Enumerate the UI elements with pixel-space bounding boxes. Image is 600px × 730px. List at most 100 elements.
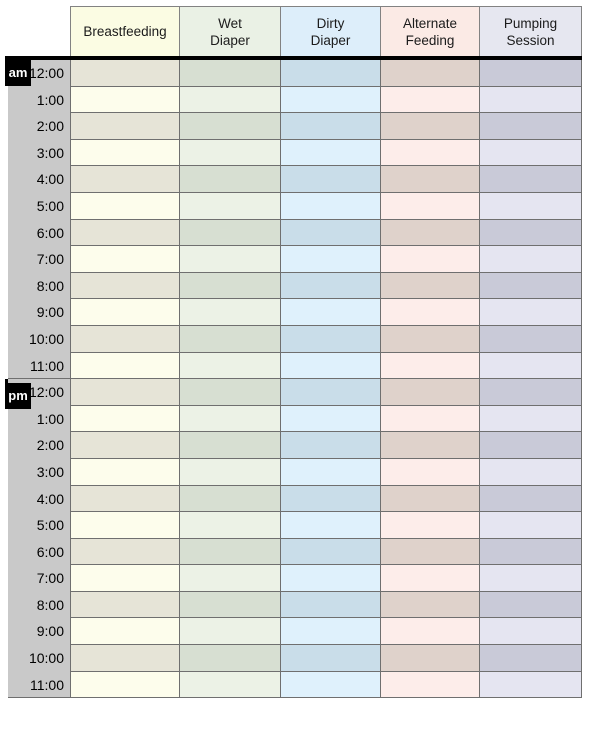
log-cell-alternate-feeding-am-600[interactable]: [381, 219, 480, 247]
log-cell-breastfeeding-pm-400[interactable]: [70, 485, 180, 513]
log-cell-breastfeeding-pm-1000[interactable]: [70, 645, 180, 672]
log-cell-wet-diaper-am-200[interactable]: [180, 113, 281, 140]
log-cell-alternate-feeding-am-400[interactable]: [381, 166, 480, 193]
log-cell-pumping-session-pm-1200[interactable]: [480, 379, 582, 406]
log-cell-breastfeeding-pm-1200[interactable]: [70, 379, 180, 406]
log-cell-pumping-session-am-200[interactable]: [480, 113, 582, 140]
log-cell-alternate-feeding-am-100[interactable]: [381, 86, 480, 114]
log-cell-pumping-session-am-1000[interactable]: [480, 325, 582, 353]
log-cell-pumping-session-pm-700[interactable]: [480, 565, 582, 592]
log-cell-alternate-feeding-am-700[interactable]: [381, 246, 480, 273]
log-cell-alternate-feeding-am-800[interactable]: [381, 272, 480, 300]
log-cell-dirty-diaper-am-800[interactable]: [281, 272, 381, 300]
log-cell-alternate-feeding-am-500[interactable]: [381, 192, 480, 220]
log-cell-breastfeeding-am-600[interactable]: [70, 219, 180, 247]
log-cell-alternate-feeding-pm-500[interactable]: [381, 512, 480, 539]
log-cell-wet-diaper-pm-100[interactable]: [180, 405, 281, 433]
log-cell-dirty-diaper-pm-200[interactable]: [281, 432, 381, 459]
log-cell-pumping-session-pm-1100[interactable]: [480, 671, 582, 699]
log-cell-pumping-session-pm-900[interactable]: [480, 618, 582, 646]
log-cell-breastfeeding-pm-800[interactable]: [70, 591, 180, 619]
log-cell-breastfeeding-am-200[interactable]: [70, 113, 180, 140]
log-cell-wet-diaper-am-900[interactable]: [180, 299, 281, 326]
log-cell-dirty-diaper-am-1200[interactable]: [281, 60, 381, 87]
log-cell-breastfeeding-am-800[interactable]: [70, 272, 180, 300]
log-cell-pumping-session-am-1100[interactable]: [480, 352, 582, 380]
log-cell-alternate-feeding-am-900[interactable]: [381, 299, 480, 326]
log-cell-pumping-session-am-800[interactable]: [480, 272, 582, 300]
log-cell-wet-diaper-pm-700[interactable]: [180, 565, 281, 592]
log-cell-pumping-session-pm-500[interactable]: [480, 512, 582, 539]
log-cell-alternate-feeding-pm-1200[interactable]: [381, 379, 480, 406]
log-cell-breastfeeding-am-500[interactable]: [70, 192, 180, 220]
log-cell-alternate-feeding-pm-100[interactable]: [381, 405, 480, 433]
log-cell-wet-diaper-pm-1000[interactable]: [180, 645, 281, 672]
log-cell-dirty-diaper-am-1100[interactable]: [281, 352, 381, 380]
log-cell-alternate-feeding-pm-400[interactable]: [381, 485, 480, 513]
log-cell-pumping-session-pm-300[interactable]: [480, 458, 582, 486]
log-cell-pumping-session-am-400[interactable]: [480, 166, 582, 193]
log-cell-wet-diaper-pm-300[interactable]: [180, 458, 281, 486]
log-cell-pumping-session-am-100[interactable]: [480, 86, 582, 114]
log-cell-dirty-diaper-pm-900[interactable]: [281, 618, 381, 646]
log-cell-dirty-diaper-am-500[interactable]: [281, 192, 381, 220]
log-cell-wet-diaper-pm-200[interactable]: [180, 432, 281, 459]
log-cell-pumping-session-am-1200[interactable]: [480, 60, 582, 87]
log-cell-wet-diaper-am-300[interactable]: [180, 139, 281, 167]
log-cell-dirty-diaper-pm-600[interactable]: [281, 538, 381, 566]
log-cell-alternate-feeding-am-1200[interactable]: [381, 60, 480, 87]
log-cell-breastfeeding-am-1100[interactable]: [70, 352, 180, 380]
log-cell-wet-diaper-am-600[interactable]: [180, 219, 281, 247]
log-cell-breastfeeding-am-100[interactable]: [70, 86, 180, 114]
log-cell-alternate-feeding-am-1000[interactable]: [381, 325, 480, 353]
log-cell-pumping-session-pm-200[interactable]: [480, 432, 582, 459]
log-cell-dirty-diaper-am-700[interactable]: [281, 246, 381, 273]
log-cell-wet-diaper-am-1100[interactable]: [180, 352, 281, 380]
log-cell-dirty-diaper-pm-800[interactable]: [281, 591, 381, 619]
log-cell-pumping-session-am-900[interactable]: [480, 299, 582, 326]
log-cell-dirty-diaper-am-1000[interactable]: [281, 325, 381, 353]
log-cell-alternate-feeding-pm-1000[interactable]: [381, 645, 480, 672]
log-cell-dirty-diaper-pm-1000[interactable]: [281, 645, 381, 672]
log-cell-breastfeeding-pm-300[interactable]: [70, 458, 180, 486]
log-cell-breastfeeding-am-900[interactable]: [70, 299, 180, 326]
log-cell-wet-diaper-pm-400[interactable]: [180, 485, 281, 513]
log-cell-dirty-diaper-pm-1100[interactable]: [281, 671, 381, 699]
log-cell-pumping-session-pm-100[interactable]: [480, 405, 582, 433]
log-cell-alternate-feeding-pm-600[interactable]: [381, 538, 480, 566]
log-cell-breastfeeding-pm-200[interactable]: [70, 432, 180, 459]
log-cell-breastfeeding-pm-900[interactable]: [70, 618, 180, 646]
log-cell-dirty-diaper-pm-300[interactable]: [281, 458, 381, 486]
log-cell-wet-diaper-am-400[interactable]: [180, 166, 281, 193]
log-cell-dirty-diaper-am-600[interactable]: [281, 219, 381, 247]
log-cell-alternate-feeding-pm-200[interactable]: [381, 432, 480, 459]
log-cell-breastfeeding-pm-700[interactable]: [70, 565, 180, 592]
log-cell-wet-diaper-pm-500[interactable]: [180, 512, 281, 539]
log-cell-alternate-feeding-am-1100[interactable]: [381, 352, 480, 380]
log-cell-pumping-session-pm-400[interactable]: [480, 485, 582, 513]
log-cell-wet-diaper-pm-1200[interactable]: [180, 379, 281, 406]
log-cell-wet-diaper-am-1200[interactable]: [180, 60, 281, 87]
log-cell-wet-diaper-pm-600[interactable]: [180, 538, 281, 566]
log-cell-breastfeeding-pm-500[interactable]: [70, 512, 180, 539]
log-cell-alternate-feeding-pm-700[interactable]: [381, 565, 480, 592]
log-cell-breastfeeding-am-1200[interactable]: [70, 60, 180, 87]
log-cell-wet-diaper-pm-1100[interactable]: [180, 671, 281, 699]
log-cell-wet-diaper-pm-800[interactable]: [180, 591, 281, 619]
log-cell-wet-diaper-am-500[interactable]: [180, 192, 281, 220]
log-cell-alternate-feeding-pm-800[interactable]: [381, 591, 480, 619]
log-cell-alternate-feeding-pm-1100[interactable]: [381, 671, 480, 699]
log-cell-pumping-session-am-500[interactable]: [480, 192, 582, 220]
log-cell-breastfeeding-am-1000[interactable]: [70, 325, 180, 353]
log-cell-dirty-diaper-am-100[interactable]: [281, 86, 381, 114]
log-cell-pumping-session-am-300[interactable]: [480, 139, 582, 167]
log-cell-pumping-session-pm-800[interactable]: [480, 591, 582, 619]
log-cell-dirty-diaper-pm-700[interactable]: [281, 565, 381, 592]
log-cell-wet-diaper-am-800[interactable]: [180, 272, 281, 300]
log-cell-breastfeeding-am-300[interactable]: [70, 139, 180, 167]
log-cell-breastfeeding-pm-1100[interactable]: [70, 671, 180, 699]
log-cell-wet-diaper-am-100[interactable]: [180, 86, 281, 114]
log-cell-breastfeeding-am-700[interactable]: [70, 246, 180, 273]
log-cell-alternate-feeding-pm-900[interactable]: [381, 618, 480, 646]
log-cell-breastfeeding-pm-600[interactable]: [70, 538, 180, 566]
